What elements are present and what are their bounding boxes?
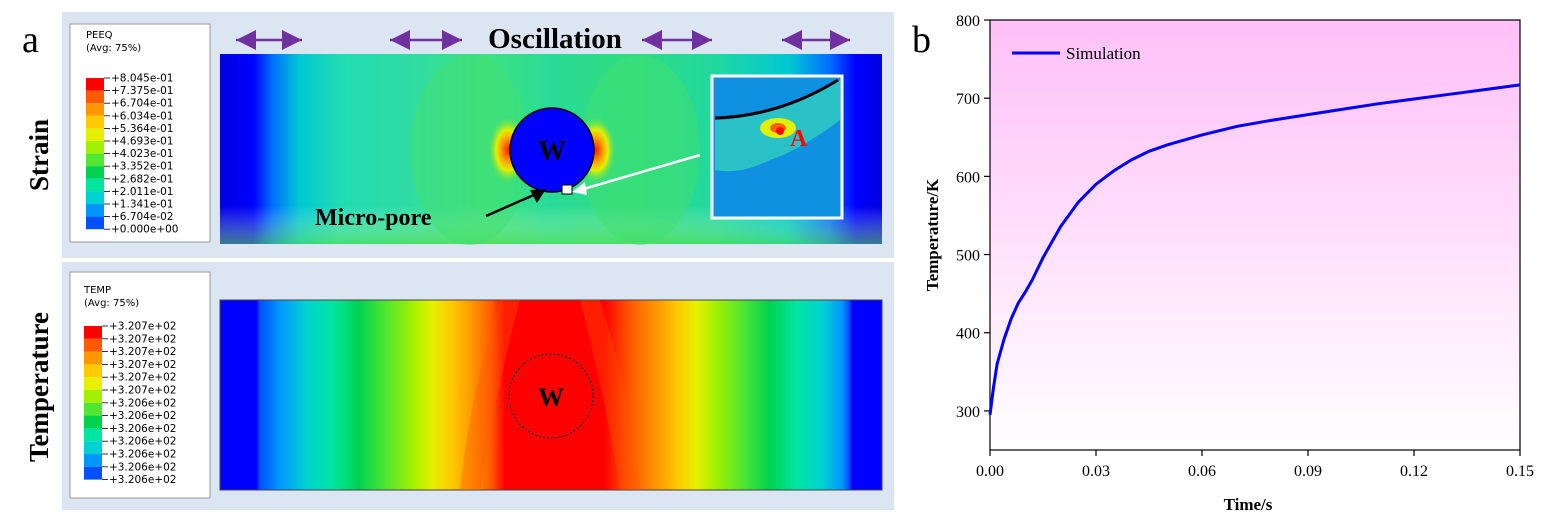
temperature-legend-swatch xyxy=(84,415,102,429)
oscillation-label: Oscillation xyxy=(488,23,622,55)
strain-legend-value: +6.704e-02 xyxy=(111,211,173,223)
plot-area xyxy=(989,19,1521,451)
temperature-legend-value: +3.206e+02 xyxy=(109,461,176,473)
temperature-legend-swatch xyxy=(84,390,102,403)
temperature-field: W xyxy=(219,299,883,491)
strain-legend: PEEQ (Avg: 75%) +8.045e-01+7.375e-01+6.7… xyxy=(69,23,211,243)
strain-legend-value: +6.034e-01 xyxy=(111,110,173,122)
strain-row-label: Strain xyxy=(24,119,54,191)
temperature-legend-swatch xyxy=(84,466,102,480)
strain-legend-value: +1.341e-01 xyxy=(111,199,173,211)
y-tick-label: 500 xyxy=(956,248,980,265)
strain-legend-value: +2.682e-01 xyxy=(111,173,173,185)
strain-legend-swatch xyxy=(86,78,104,91)
strain-legend-swatch xyxy=(86,204,104,217)
y-tick-label: 600 xyxy=(956,169,980,186)
temperature-legend-value: +3.207e+02 xyxy=(109,359,176,371)
strain-legend-value: +2.011e-01 xyxy=(111,186,173,198)
temperature-legend-swatch xyxy=(84,428,102,442)
x-tick-label: 0.12 xyxy=(1400,463,1428,480)
temperature-legend-value: +3.206e+02 xyxy=(109,474,176,486)
y-axis-label: Temperature/K xyxy=(923,178,942,291)
x-axis-label: Time/s xyxy=(1224,495,1273,514)
strain-legend-swatch xyxy=(86,128,104,141)
temperature-legend-value: +3.206e+02 xyxy=(109,436,176,448)
temperature-row-label: Temperature xyxy=(24,312,54,462)
legend: Simulation xyxy=(1012,44,1141,63)
panel-b-label: b xyxy=(912,19,931,61)
temperature-legend-value: +3.206e+02 xyxy=(109,397,176,409)
micro-pore-marker xyxy=(561,184,573,195)
strain-legend-swatch xyxy=(86,191,104,204)
temperature-legend-swatch xyxy=(84,364,102,378)
temperature-legend-value: +3.207e+02 xyxy=(109,372,176,384)
x-tick-label: 0.03 xyxy=(1082,463,1110,480)
temperature-legend-value: +3.207e+02 xyxy=(109,346,176,358)
temperature-legend-value: +3.207e+02 xyxy=(109,321,176,333)
strain-legend-value: +8.045e-01 xyxy=(111,73,173,85)
temperature-legend-swatch xyxy=(84,326,102,339)
strain-legend-value: +6.704e-01 xyxy=(111,98,173,110)
temperature-legend-swatch xyxy=(84,351,102,365)
temperature-legend-value: +3.206e+02 xyxy=(109,449,176,461)
strain-legend-title: PEEQ xyxy=(86,30,113,41)
strain-legend-swatch xyxy=(86,90,104,104)
strain-legend-value: +7.375e-01 xyxy=(111,85,173,97)
y-tick-label: 300 xyxy=(956,404,980,421)
temperature-legend-value: +3.206e+02 xyxy=(109,410,176,422)
y-tick-label: 700 xyxy=(956,91,980,108)
strain-legend-value: +5.364e-01 xyxy=(111,123,173,135)
point-a-label: A xyxy=(790,126,808,152)
temperature-legend-swatch xyxy=(84,441,102,454)
temperature-legend-title: TEMP xyxy=(83,285,111,296)
temperature-legend-swatch xyxy=(84,377,102,390)
strain-legend-value: +4.023e-01 xyxy=(111,148,173,160)
temperature-legend-swatch xyxy=(84,338,102,352)
strain-field: W A xyxy=(220,54,882,245)
x-tick-label: 0.15 xyxy=(1506,463,1534,480)
strain-legend-swatch xyxy=(86,115,104,129)
panel-b: b 0.00 0.03 0.06 0.09 0.12 0.15 300 400 500 600 7… xyxy=(900,0,1541,525)
y-tick-label: 800 xyxy=(956,13,980,30)
strain-legend-swatch xyxy=(86,178,104,192)
inset-connector xyxy=(579,153,701,192)
x-tick-label: 0.00 xyxy=(976,463,1004,480)
temperature-legend-swatch xyxy=(84,454,102,467)
panel-a: a Strain Temperature PEEQ (Avg: 75%) +8.… xyxy=(22,12,894,510)
temperature-legend-avg: (Avg: 75%) xyxy=(84,298,139,309)
temperature-legend-value: +3.206e+02 xyxy=(109,423,176,435)
strain-particle-label: W xyxy=(538,136,566,167)
strain-legend-value: +4.693e-01 xyxy=(111,136,173,148)
strain-legend-swatch xyxy=(86,166,104,179)
strain-legend-swatch xyxy=(86,141,104,154)
strain-legend-value: +0.000e+00 xyxy=(111,224,178,236)
strain-legend-value: +3.352e-01 xyxy=(111,161,173,173)
temperature-legend-swatch xyxy=(84,402,102,416)
y-tick-label: 400 xyxy=(956,326,980,343)
x-tick-label: 0.06 xyxy=(1188,463,1216,480)
panel-a-label: a xyxy=(22,19,39,61)
temperature-legend-value: +3.207e+02 xyxy=(109,385,176,397)
micro-pore-arrow xyxy=(485,192,537,218)
series-line-simulation xyxy=(988,83,1521,415)
legend-label-simulation: Simulation xyxy=(1066,44,1141,63)
strain-legend-swatch xyxy=(86,216,104,230)
point-a-marker xyxy=(776,127,784,135)
temperature-particle-label: W xyxy=(538,383,564,412)
micro-pore-label: Micro-pore xyxy=(315,205,432,231)
temperature-legend: TEMP (Avg: 75%) +3.207e+02+3.207e+02+3.2… xyxy=(69,271,211,499)
temperature-legend-value: +3.207e+02 xyxy=(109,333,176,345)
strain-legend-swatch xyxy=(86,103,104,116)
x-tick-label: 0.09 xyxy=(1294,463,1322,480)
strain-legend-swatch xyxy=(86,153,104,167)
panel-a-svg: a Strain Temperature PEEQ (Avg: 75%) +8.… xyxy=(22,12,894,510)
strain-legend-avg: (Avg: 75%) xyxy=(86,43,141,54)
temperature-chart: b 0.00 0.03 0.06 0.09 0.12 0.15 300 400 500 600 7… xyxy=(912,13,1534,514)
temperature-particle xyxy=(508,353,594,439)
strain-particle xyxy=(509,107,595,193)
